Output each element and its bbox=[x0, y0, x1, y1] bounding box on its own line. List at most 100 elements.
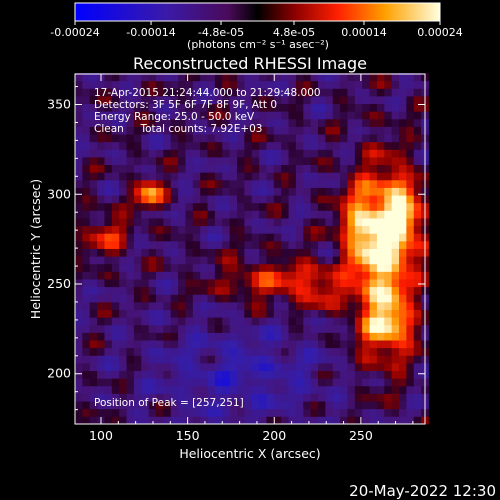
heatmap-cell bbox=[281, 172, 289, 181]
heatmap-cell bbox=[347, 240, 356, 249]
heatmap-cell bbox=[229, 164, 238, 173]
heatmap-cell bbox=[332, 263, 341, 272]
heatmap-cell bbox=[347, 385, 356, 394]
heatmap-cell bbox=[156, 294, 164, 303]
heatmap-cell bbox=[295, 309, 304, 318]
heatmap-cell bbox=[214, 164, 223, 173]
heatmap-cell bbox=[133, 95, 142, 105]
heatmap-cell bbox=[119, 202, 127, 211]
heatmap-cell bbox=[200, 332, 208, 341]
heatmap-cell bbox=[362, 286, 370, 295]
heatmap-cell bbox=[82, 141, 91, 150]
heatmap-cell bbox=[318, 401, 326, 410]
heatmap-cell bbox=[295, 240, 304, 249]
heatmap-cell bbox=[178, 126, 186, 135]
heatmap-cell bbox=[237, 172, 245, 181]
heatmap-cell bbox=[354, 95, 363, 105]
heatmap-cell bbox=[163, 279, 172, 288]
heatmap-cell bbox=[104, 279, 113, 288]
heatmap-cell bbox=[399, 309, 407, 318]
heatmap-cell bbox=[141, 416, 150, 425]
heatmap-cell bbox=[391, 248, 400, 257]
heatmap-cell bbox=[170, 202, 179, 211]
heatmap-cell bbox=[89, 393, 98, 402]
heatmap-cell bbox=[111, 347, 120, 356]
heatmap-cell bbox=[141, 408, 150, 417]
heatmap-cell bbox=[244, 218, 253, 227]
heatmap-cell bbox=[318, 233, 326, 242]
heatmap-cell bbox=[229, 141, 238, 150]
heatmap-cell bbox=[376, 332, 385, 341]
heatmap-cell bbox=[281, 355, 289, 364]
heatmap-cell bbox=[214, 378, 223, 387]
heatmap-cell bbox=[178, 332, 186, 341]
heatmap-cell bbox=[207, 73, 216, 82]
heatmap-cell bbox=[237, 157, 245, 166]
heatmap-cell bbox=[384, 195, 393, 204]
heatmap-cell bbox=[376, 118, 385, 127]
heatmap-cell bbox=[354, 195, 363, 204]
heatmap-cell bbox=[148, 210, 157, 219]
heatmap-cell bbox=[104, 370, 113, 379]
heatmap-cell bbox=[119, 393, 127, 402]
heatmap-cell bbox=[89, 294, 98, 303]
heatmap-cell bbox=[163, 416, 172, 425]
heatmap-cell bbox=[369, 256, 378, 265]
heatmap-cell bbox=[369, 378, 378, 387]
heatmap-cell bbox=[222, 80, 231, 89]
heatmap-cell bbox=[251, 103, 260, 112]
heatmap-cell bbox=[340, 263, 348, 272]
heatmap-cell bbox=[303, 309, 312, 318]
heatmap-cell bbox=[82, 355, 91, 364]
heatmap-cell bbox=[89, 179, 98, 188]
heatmap-cell bbox=[97, 362, 105, 371]
heatmap-cell bbox=[133, 370, 142, 379]
heatmap-cell bbox=[266, 73, 275, 82]
heatmap-cell bbox=[89, 301, 98, 310]
heatmap-cell bbox=[119, 134, 127, 143]
heatmap-cell bbox=[376, 347, 385, 356]
heatmap-cell bbox=[244, 416, 253, 425]
heatmap-cell bbox=[163, 172, 172, 181]
heatmap-cell bbox=[332, 286, 341, 295]
heatmap-cell bbox=[170, 179, 179, 188]
heatmap-cell bbox=[222, 164, 231, 173]
heatmap-cell bbox=[273, 355, 282, 364]
heatmap-cell bbox=[163, 263, 172, 272]
heatmap-cell bbox=[126, 263, 135, 272]
heatmap-cell bbox=[295, 225, 304, 234]
heatmap-cell bbox=[273, 416, 282, 425]
heatmap-cell bbox=[310, 309, 319, 318]
heatmap-cell bbox=[376, 324, 385, 333]
heatmap-cell bbox=[354, 179, 363, 188]
heatmap-cell bbox=[354, 141, 363, 150]
heatmap-cell bbox=[156, 385, 164, 394]
heatmap-cell bbox=[185, 340, 194, 349]
heatmap-cell bbox=[340, 95, 348, 105]
heatmap-cell bbox=[97, 332, 105, 341]
heatmap-cell bbox=[332, 218, 341, 227]
heatmap-cell bbox=[141, 103, 150, 112]
heatmap-cell bbox=[266, 294, 275, 303]
heatmap-cell bbox=[111, 332, 120, 341]
heatmap-cell bbox=[82, 118, 91, 127]
heatmap-cell bbox=[288, 401, 297, 410]
heatmap-cell bbox=[266, 80, 275, 89]
heatmap-cell bbox=[133, 218, 142, 227]
heatmap-cell bbox=[178, 103, 186, 112]
heatmap-cell bbox=[192, 80, 201, 89]
heatmap-cell bbox=[318, 141, 326, 150]
heatmap-cell bbox=[229, 179, 238, 188]
heatmap-cell bbox=[384, 324, 393, 333]
heatmap-cell bbox=[82, 393, 91, 402]
heatmap-cell bbox=[178, 172, 186, 181]
heatmap-cell bbox=[332, 317, 341, 326]
heatmap-cell bbox=[362, 210, 370, 219]
heatmap-cell bbox=[244, 134, 253, 143]
heatmap-cell bbox=[325, 73, 334, 82]
heatmap-cell bbox=[156, 149, 164, 158]
heatmap-cell bbox=[303, 416, 312, 425]
heatmap-cell bbox=[104, 149, 113, 158]
heatmap-cell bbox=[200, 88, 208, 97]
heatmap-cell bbox=[185, 218, 194, 227]
